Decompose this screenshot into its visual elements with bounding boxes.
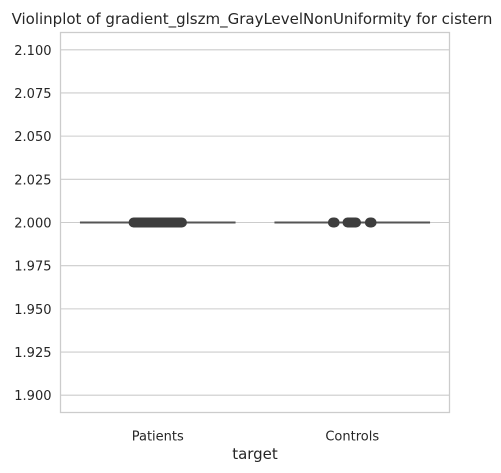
y-tick-label: 1.900 bbox=[14, 389, 51, 404]
y-tick-label: 2.050 bbox=[14, 130, 51, 145]
y-tick-label: 1.975 bbox=[14, 260, 51, 275]
x-tick-label: Patients bbox=[132, 430, 184, 445]
y-tick-label: 2.075 bbox=[14, 87, 51, 102]
y-tick-label: 2.100 bbox=[14, 44, 51, 59]
y-axis-ticks: 1.900 1.925 1.950 1.975 2.000 2.025 2.050 2.075… bbox=[14, 44, 51, 404]
y-tick-label: 2.025 bbox=[14, 173, 51, 188]
x-axis-ticks: Patients Controls bbox=[132, 430, 380, 445]
y-tick-label: 1.925 bbox=[14, 346, 51, 361]
x-axis-label: target bbox=[232, 445, 278, 463]
chart-title: Violinplot of gradient_glszm_GrayLevelNo… bbox=[12, 10, 493, 29]
plot-frame bbox=[59, 31, 451, 414]
y-tick-label: 2.000 bbox=[14, 217, 51, 232]
y-tick-label: 1.950 bbox=[14, 303, 51, 318]
x-tick-label: Controls bbox=[325, 430, 379, 445]
